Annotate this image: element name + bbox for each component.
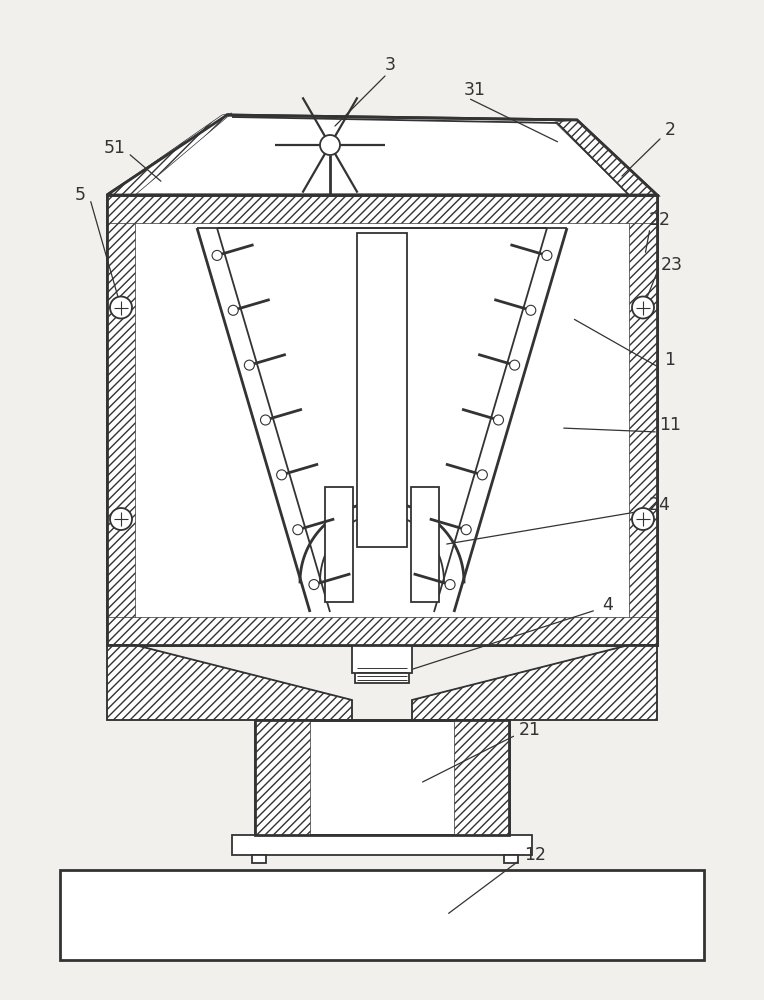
Circle shape [293,525,303,535]
Circle shape [261,415,270,425]
Circle shape [478,470,487,480]
Text: 4: 4 [603,596,613,614]
Bar [629,195,657,645]
Text: 11: 11 [659,416,681,434]
Polygon shape [555,120,657,195]
Bar [454,720,509,835]
Text: 23: 23 [661,256,683,274]
Text: 12: 12 [524,846,546,864]
Circle shape [632,508,654,530]
Circle shape [110,296,132,318]
Circle shape [110,508,132,530]
Text: 3: 3 [384,56,396,74]
Bar [352,645,412,673]
Bar [252,855,266,863]
Bar [107,195,657,645]
Circle shape [277,470,286,480]
Text: 5: 5 [75,186,86,204]
Bar [107,195,657,645]
Polygon shape [412,645,657,720]
Circle shape [461,525,471,535]
Bar [107,617,657,645]
Bar [107,195,657,223]
Circle shape [212,250,222,260]
Circle shape [445,580,455,590]
Text: 1: 1 [665,351,675,369]
Circle shape [494,415,503,425]
Polygon shape [107,113,232,195]
Bar [232,835,532,855]
Bar [255,720,509,835]
Circle shape [244,360,254,370]
Bar [364,645,400,665]
Bar [325,487,353,602]
Text: 31: 31 [464,81,486,99]
Bar [355,665,409,683]
Circle shape [320,135,340,155]
Polygon shape [107,115,657,195]
Bar [411,487,439,602]
Text: 2: 2 [665,121,675,139]
Circle shape [632,296,654,318]
Bar [504,855,518,863]
Bar [255,720,509,835]
Bar [357,233,407,547]
Circle shape [526,305,536,315]
Circle shape [542,250,552,260]
Bar [255,720,310,835]
Circle shape [309,580,319,590]
Text: 51: 51 [104,139,126,157]
Polygon shape [107,645,352,720]
Bar [60,870,704,960]
Circle shape [510,360,520,370]
Bar [107,195,135,645]
Text: 24: 24 [649,496,671,514]
Circle shape [228,305,238,315]
Text: 22: 22 [649,211,671,229]
Text: 21: 21 [519,721,541,739]
